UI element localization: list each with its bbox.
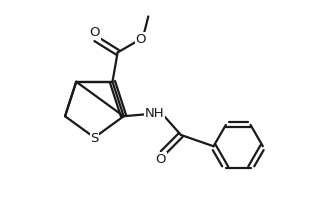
Text: O: O: [90, 26, 100, 39]
Text: O: O: [155, 153, 166, 166]
Text: NH: NH: [144, 107, 164, 120]
Text: O: O: [136, 33, 146, 46]
Text: S: S: [90, 132, 99, 145]
